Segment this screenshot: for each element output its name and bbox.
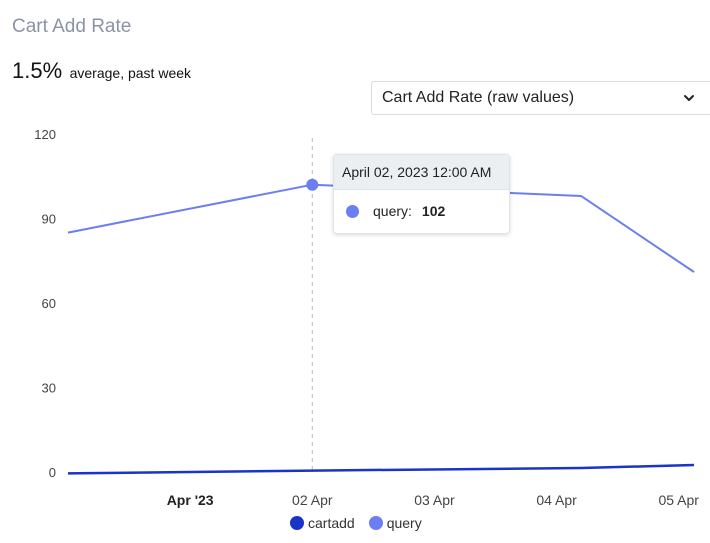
y-tick-label: 0 — [49, 465, 56, 480]
y-tick-label: 60 — [42, 296, 56, 311]
chart-title: Cart Add Rate — [12, 16, 132, 37]
summary: 1.5% average, past week — [12, 58, 191, 84]
x-tick-label: 04 Apr — [536, 492, 577, 508]
x-tick-label: 05 Apr — [658, 492, 699, 508]
metric-select-value: Cart Add Rate (raw values) — [382, 89, 575, 106]
legend-dot — [290, 516, 304, 530]
x-tick-label: 03 Apr — [414, 492, 455, 508]
summary-label: average, past week — [69, 65, 192, 81]
series-line-cartadd — [67, 463, 695, 475]
tooltip-series-name: query: — [373, 203, 412, 219]
summary-value: 1.5% — [12, 58, 63, 83]
metric-select[interactable]: Cart Add Rate (raw values) — [371, 81, 710, 115]
chevron-down-icon — [684, 95, 694, 101]
x-tick-label: Apr '23 — [167, 492, 214, 508]
highlight-point — [306, 178, 319, 191]
x-tick-label: 02 Apr — [292, 492, 333, 508]
y-tick-label: 120 — [34, 127, 56, 142]
tooltip-value: 102 — [421, 203, 446, 219]
legend-item-query[interactable]: query — [368, 515, 422, 531]
y-tick-label: 90 — [42, 212, 56, 227]
tooltip-series-dot — [346, 204, 359, 218]
legend-label: cartadd — [308, 515, 355, 531]
legend: cartadd query — [290, 515, 436, 531]
legend-label: query — [386, 515, 422, 531]
tooltip: April 02, 2023 12:00 AM query: 102 — [333, 154, 510, 234]
tooltip-date: April 02, 2023 12:00 AM — [334, 155, 509, 190]
legend-item-cartadd[interactable]: cartadd — [290, 515, 355, 531]
y-tick-label: 30 — [42, 381, 56, 396]
tooltip-row: query: 102 — [346, 203, 445, 219]
legend-dot — [368, 516, 383, 530]
